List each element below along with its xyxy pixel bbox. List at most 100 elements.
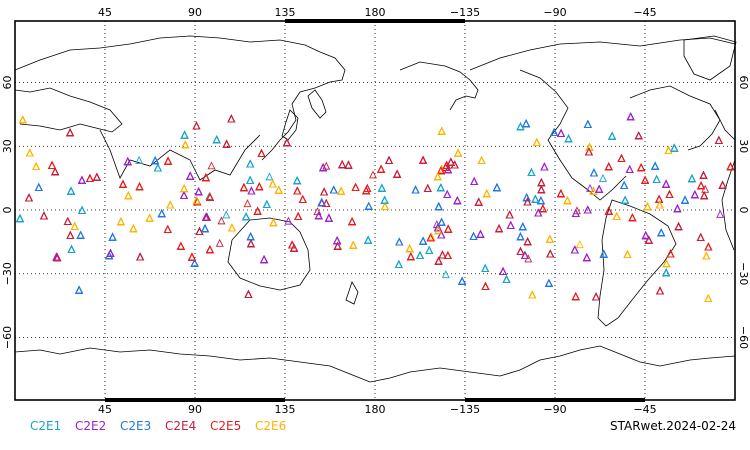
observation-marker bbox=[53, 253, 62, 262]
observation-marker bbox=[293, 186, 302, 195]
observation-marker bbox=[545, 234, 554, 243]
observation-marker bbox=[434, 256, 443, 265]
longitude-labels-top: 45 90 135 180 −135 −90 −45 bbox=[98, 6, 657, 19]
observation-marker bbox=[201, 173, 210, 182]
observation-marker bbox=[583, 205, 592, 214]
observation-marker bbox=[674, 222, 683, 231]
observation-marker bbox=[443, 190, 452, 199]
observation-marker bbox=[425, 245, 434, 254]
observation-marker bbox=[571, 208, 580, 217]
observation-marker bbox=[586, 183, 594, 192]
observation-marker bbox=[201, 224, 210, 233]
observation-marker bbox=[246, 159, 255, 168]
observation-marker bbox=[255, 182, 264, 191]
observation-marker bbox=[441, 270, 450, 279]
observation-marker bbox=[265, 172, 274, 181]
observation-marker bbox=[333, 236, 342, 245]
observation-marker bbox=[181, 140, 190, 149]
observation-marker bbox=[433, 223, 442, 232]
observation-marker bbox=[550, 128, 559, 136]
observation-marker bbox=[516, 122, 525, 131]
observation-marker bbox=[319, 163, 328, 172]
observation-marker bbox=[262, 200, 271, 208]
observation-markers bbox=[16, 112, 735, 302]
product-label: STARwet.2024-02-24 bbox=[610, 419, 736, 433]
observation-marker bbox=[499, 267, 508, 276]
observation-marker bbox=[416, 251, 425, 260]
observation-marker bbox=[24, 193, 33, 202]
observation-marker bbox=[32, 162, 41, 171]
observation-marker bbox=[702, 251, 711, 260]
observation-marker bbox=[696, 233, 705, 242]
observation-marker bbox=[665, 190, 674, 198]
observation-marker bbox=[608, 131, 617, 140]
observation-marker bbox=[556, 189, 565, 198]
observation-marker bbox=[538, 204, 547, 213]
observation-marker bbox=[284, 216, 293, 225]
observation-marker bbox=[274, 185, 283, 194]
observation-marker bbox=[687, 174, 696, 183]
observation-marker bbox=[293, 176, 302, 185]
observation-marker bbox=[589, 186, 598, 195]
observation-marker bbox=[290, 243, 299, 252]
legend-entry-c2e4: C2E4 bbox=[165, 419, 196, 433]
observation-marker bbox=[192, 121, 201, 130]
observation-marker bbox=[239, 183, 248, 192]
observation-marker bbox=[726, 162, 735, 171]
observation-marker bbox=[180, 184, 189, 193]
observation-marker bbox=[136, 252, 145, 261]
observation-marker bbox=[16, 214, 24, 223]
observation-marker bbox=[656, 286, 665, 295]
observation-marker bbox=[536, 196, 545, 205]
observation-marker bbox=[282, 138, 291, 147]
lon-tick-label-top: −135 bbox=[450, 6, 480, 19]
observation-marker bbox=[426, 233, 435, 242]
observation-marker bbox=[419, 236, 428, 245]
observation-marker bbox=[395, 237, 404, 246]
lat-tick-label-left: 30 bbox=[1, 139, 14, 153]
lat-tick-label-left: 60 bbox=[1, 76, 14, 90]
observation-marker bbox=[662, 259, 671, 268]
observation-marker bbox=[595, 184, 604, 193]
observation-marker bbox=[664, 146, 673, 155]
observation-marker bbox=[537, 178, 546, 187]
lon-tick-label-top: 135 bbox=[275, 6, 296, 19]
observation-marker bbox=[51, 167, 60, 176]
observation-marker bbox=[116, 217, 125, 226]
legend-entry-c2e5: C2E5 bbox=[210, 419, 241, 433]
observation-marker bbox=[39, 211, 48, 220]
observation-marker bbox=[532, 137, 541, 146]
observation-marker bbox=[246, 239, 255, 248]
observation-marker bbox=[436, 183, 445, 192]
observation-marker bbox=[575, 240, 584, 249]
observation-marker bbox=[523, 197, 532, 206]
observation-marker bbox=[651, 161, 660, 170]
lat-tick-label-right: 60 bbox=[737, 76, 750, 90]
lon-tick-label-bottom: 90 bbox=[188, 403, 202, 416]
observation-marker bbox=[377, 183, 386, 192]
observation-marker bbox=[644, 235, 653, 244]
observation-marker bbox=[481, 281, 490, 290]
observation-marker bbox=[329, 185, 338, 194]
observation-marker bbox=[314, 211, 323, 220]
observation-marker bbox=[652, 174, 661, 183]
observation-marker bbox=[78, 205, 87, 214]
observation-marker bbox=[333, 241, 342, 250]
observation-marker bbox=[349, 240, 358, 249]
observation-marker bbox=[164, 156, 173, 165]
observation-marker bbox=[52, 252, 61, 261]
observation-marker bbox=[385, 155, 394, 164]
observation-marker bbox=[625, 165, 634, 174]
observation-marker bbox=[620, 180, 629, 189]
observation-marker bbox=[34, 182, 43, 191]
observation-marker bbox=[570, 245, 579, 254]
observation-marker bbox=[67, 186, 76, 195]
observation-marker bbox=[604, 206, 613, 215]
observation-marker bbox=[76, 230, 85, 239]
observation-marker bbox=[25, 148, 34, 157]
observation-marker bbox=[411, 185, 420, 194]
observation-marker bbox=[348, 217, 357, 226]
latitude-labels-right: 60 30 0 −30 −60 bbox=[737, 76, 750, 350]
legend-entry-c2e1: C2E1 bbox=[30, 419, 61, 433]
lon-tick-label-top: 90 bbox=[188, 6, 202, 19]
